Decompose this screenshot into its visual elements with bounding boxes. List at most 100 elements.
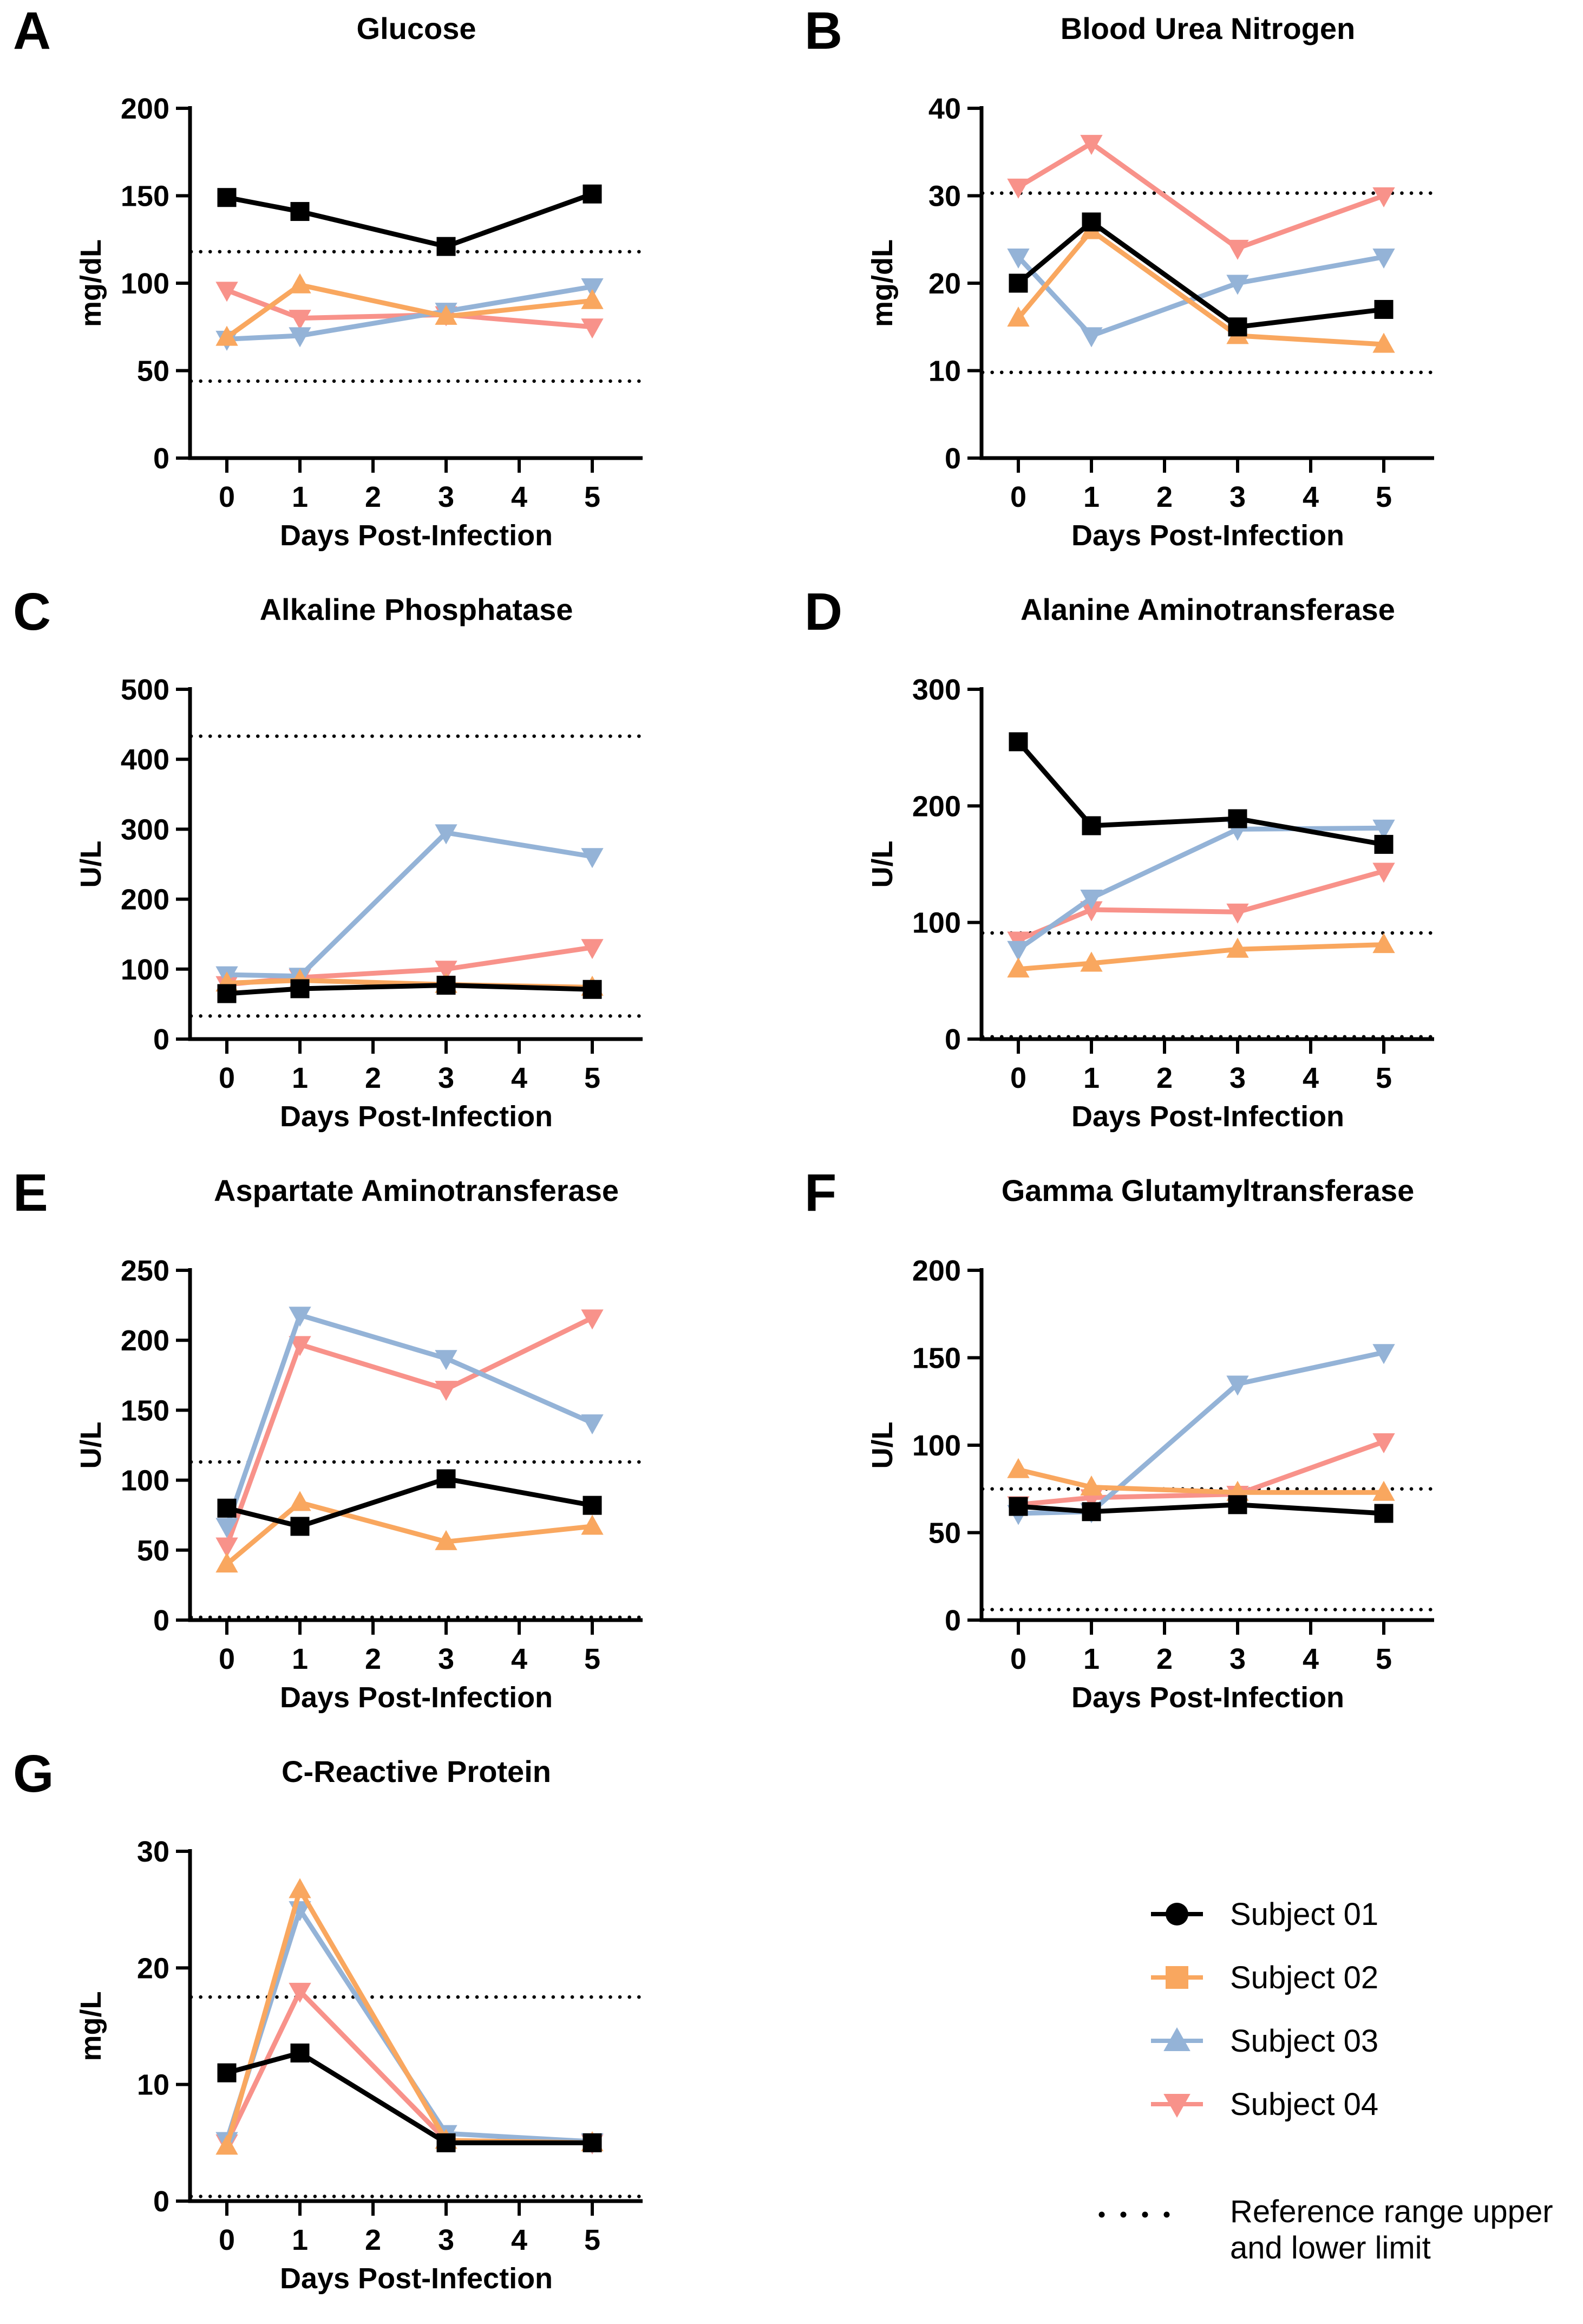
data-point-subject-03-day-0 <box>215 1518 238 1538</box>
y-tick-label: 30 <box>137 1836 169 1868</box>
data-point-subject-01-day-0 <box>217 188 237 207</box>
chart-title: C-Reactive Protein <box>282 1754 551 1788</box>
legend-item-subject-01: Subject 01 <box>1151 1895 1378 1933</box>
data-point-subject-02-day-0 <box>215 1552 238 1573</box>
series-line-subject-03 <box>224 830 595 979</box>
x-axis-label: Days Post-Infection <box>279 2262 553 2295</box>
y-tick-label: 200 <box>121 93 169 125</box>
data-point-subject-04-day-1 <box>1080 135 1103 155</box>
y-tick-label: 10 <box>928 355 961 388</box>
data-point-subject-04-day-5 <box>581 939 604 959</box>
series-line-subject-02 <box>1016 1467 1386 1495</box>
y-tick-label: 30 <box>928 180 961 213</box>
panel-g: 0 10 20 30 0 1 2 3 4 5 G C-Reactive Protein mg/L … <box>0 1743 792 2324</box>
x-tick-label: 5 <box>584 1062 600 1094</box>
series-line-subject-03 <box>1016 1350 1386 1516</box>
data-point-subject-03-day-1 <box>289 327 311 348</box>
series-line-subject-04 <box>224 288 595 330</box>
subject-01-marker-icon <box>1151 1903 1203 1925</box>
panel-letter: A <box>13 1 51 60</box>
data-point-subject-01-day-5 <box>1374 1504 1394 1523</box>
y-tick-label: 200 <box>121 884 169 916</box>
y-axis-label: mg/L <box>75 1991 107 2061</box>
x-tick-label: 1 <box>292 1062 308 1094</box>
y-tick-label: 50 <box>137 355 169 388</box>
x-axis-label: Days Post-Infection <box>1071 1681 1345 1714</box>
series-line-subject-04 <box>224 1315 595 1549</box>
data-point-subject-04-day-3 <box>435 1381 457 1401</box>
data-point-subject-02-day-1 <box>289 1491 311 1511</box>
panel-letter: F <box>804 1163 837 1222</box>
x-tick-label: 4 <box>1303 481 1319 513</box>
x-tick-label: 1 <box>292 481 308 513</box>
x-axis-label: Days Post-Infection <box>279 1681 553 1714</box>
series-line-subject-03 <box>224 1313 595 1529</box>
legend-marker-triangle-up <box>1163 2027 1190 2051</box>
y-tick-label: 300 <box>121 813 169 846</box>
panel-d: 0 100 200 300 0 1 2 3 4 5 D Alanine Aminotransfer… <box>792 581 1583 1162</box>
y-tick-label: 0 <box>153 1604 169 1637</box>
series-line-subject-02 <box>1016 228 1386 347</box>
series-line-subject-02 <box>1016 942 1386 972</box>
data-point-subject-02-day-5 <box>1372 933 1395 954</box>
y-tick-label: 300 <box>912 674 961 706</box>
series-line-subject-02 <box>224 1887 595 2149</box>
x-tick-label: 5 <box>1376 1062 1392 1094</box>
y-tick-label: 250 <box>121 1255 169 1287</box>
legend-label: Subject 03 <box>1230 2023 1379 2059</box>
x-tick-label: 3 <box>438 481 454 513</box>
data-point-subject-04-day-3 <box>1226 239 1249 260</box>
data-point-subject-04-day-1 <box>289 310 311 330</box>
x-tick-label: 4 <box>1303 1062 1319 1094</box>
data-point-subject-01-day-0 <box>217 2063 237 2083</box>
data-point-subject-01-day-3 <box>436 976 456 995</box>
x-tick-label: 1 <box>1083 1062 1100 1094</box>
data-point-subject-02-day-5 <box>1372 332 1395 353</box>
data-point-subject-03-day-5 <box>581 278 604 298</box>
x-tick-label: 2 <box>365 2224 381 2256</box>
data-point-subject-02-day-3 <box>435 304 457 325</box>
data-point-subject-04-day-0 <box>1007 178 1030 199</box>
data-point-subject-03-day-1 <box>1080 889 1103 910</box>
series-line-subject-01 <box>1016 219 1386 330</box>
data-point-subject-02-day-3 <box>435 1530 457 1550</box>
y-tick-label: 20 <box>137 1952 169 1984</box>
data-point-subject-01-day-1 <box>290 202 310 221</box>
data-point-subject-03-day-5 <box>581 848 604 869</box>
legend-label: Subject 04 <box>1230 2086 1379 2122</box>
y-tick-label: 0 <box>945 1023 961 1056</box>
data-point-subject-01-day-5 <box>1374 834 1394 854</box>
x-tick-label: 2 <box>365 481 381 513</box>
data-point-subject-04-day-5 <box>581 1309 604 1330</box>
data-point-subject-04-day-1 <box>1080 901 1103 922</box>
y-axis-label: U/L <box>866 1421 899 1469</box>
reference-range-dotted-icon <box>1098 2211 1170 2218</box>
data-point-subject-01-day-1 <box>1082 212 1101 232</box>
data-point-subject-01-day-3 <box>436 1469 456 1489</box>
data-point-subject-01-day-5 <box>583 2133 602 2152</box>
x-tick-label: 2 <box>1156 481 1173 513</box>
x-tick-label: 0 <box>219 1062 235 1094</box>
y-tick-label: 10 <box>137 2069 169 2101</box>
plot-area-glucose: 0 50 100 150 200 0 1 2 3 4 5 <box>121 93 645 513</box>
y-axis-label: mg/dL <box>75 239 107 327</box>
x-tick-label: 4 <box>1303 1643 1319 1675</box>
y-tick-label: 100 <box>121 954 169 986</box>
y-tick-label: 100 <box>121 1465 169 1497</box>
x-tick-label: 1 <box>292 1643 308 1675</box>
y-tick-label: 200 <box>912 1255 961 1287</box>
data-point-subject-03-day-0 <box>1007 249 1030 269</box>
x-tick-label: 5 <box>1376 1643 1392 1675</box>
panel-letter: C <box>13 582 51 641</box>
data-point-subject-01-day-3 <box>1228 1495 1247 1514</box>
x-tick-label: 5 <box>584 481 600 513</box>
y-tick-label: 100 <box>912 1429 961 1462</box>
plot-area-alp: 0 100 200 300 400 500 0 1 2 3 4 5 <box>121 674 645 1094</box>
x-tick-label: 4 <box>511 1062 527 1094</box>
plot-area-bun: 0 10 20 30 40 0 1 2 3 4 5 <box>928 93 1436 513</box>
data-point-subject-03-day-3 <box>435 824 457 845</box>
data-point-subject-01-day-0 <box>1009 1497 1028 1516</box>
y-axis-label: mg/dL <box>866 239 899 327</box>
data-point-subject-03-day-0 <box>1007 941 1030 961</box>
